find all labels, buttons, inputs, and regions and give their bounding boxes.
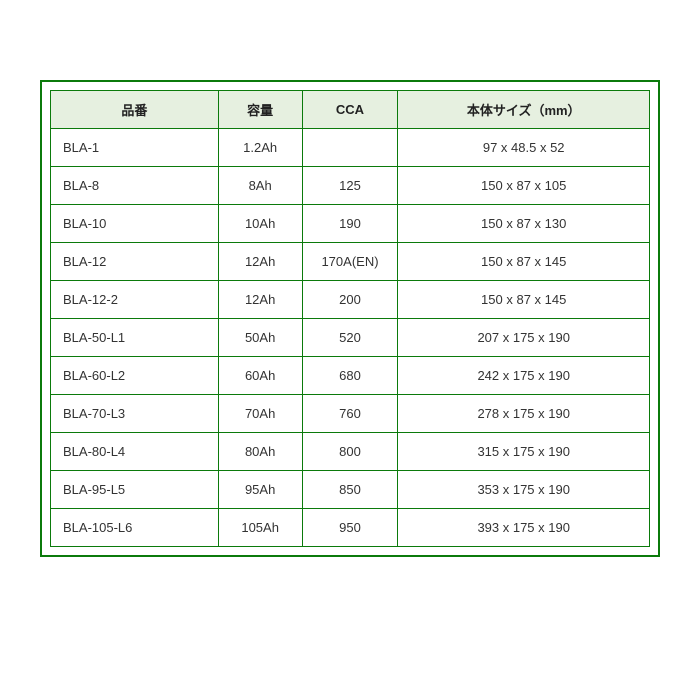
cell-model: BLA-70-L3 <box>51 395 219 433</box>
cell-capacity: 50Ah <box>218 319 302 357</box>
cell-cca: 850 <box>302 471 398 509</box>
col-header-capacity: 容量 <box>218 91 302 129</box>
col-header-model: 品番 <box>51 91 219 129</box>
cell-model: BLA-8 <box>51 167 219 205</box>
cell-capacity: 70Ah <box>218 395 302 433</box>
cell-model: BLA-50-L1 <box>51 319 219 357</box>
table-row: BLA-105-L6 105Ah 950 393 x 175 x 190 <box>51 509 650 547</box>
cell-size: 353 x 175 x 190 <box>398 471 650 509</box>
cell-cca <box>302 129 398 167</box>
cell-model: BLA-60-L2 <box>51 357 219 395</box>
cell-cca: 200 <box>302 281 398 319</box>
cell-model: BLA-105-L6 <box>51 509 219 547</box>
table-row: BLA-12-2 12Ah 200 150 x 87 x 145 <box>51 281 650 319</box>
cell-capacity: 1.2Ah <box>218 129 302 167</box>
table-row: BLA-1 1.2Ah 97 x 48.5 x 52 <box>51 129 650 167</box>
cell-size: 97 x 48.5 x 52 <box>398 129 650 167</box>
cell-capacity: 10Ah <box>218 205 302 243</box>
cell-cca: 760 <box>302 395 398 433</box>
battery-spec-table-wrapper: 品番 容量 CCA 本体サイズ（mm） BLA-1 1.2Ah 97 x 48.… <box>40 80 660 557</box>
cell-cca: 190 <box>302 205 398 243</box>
cell-cca: 800 <box>302 433 398 471</box>
col-header-size: 本体サイズ（mm） <box>398 91 650 129</box>
cell-model: BLA-12 <box>51 243 219 281</box>
cell-capacity: 105Ah <box>218 509 302 547</box>
cell-cca: 170A(EN) <box>302 243 398 281</box>
table-row: BLA-95-L5 95Ah 850 353 x 175 x 190 <box>51 471 650 509</box>
table-row: BLA-50-L1 50Ah 520 207 x 175 x 190 <box>51 319 650 357</box>
cell-cca: 680 <box>302 357 398 395</box>
cell-capacity: 60Ah <box>218 357 302 395</box>
cell-capacity: 80Ah <box>218 433 302 471</box>
battery-spec-table: 品番 容量 CCA 本体サイズ（mm） BLA-1 1.2Ah 97 x 48.… <box>50 90 650 547</box>
cell-size: 150 x 87 x 130 <box>398 205 650 243</box>
cell-capacity: 8Ah <box>218 167 302 205</box>
cell-model: BLA-95-L5 <box>51 471 219 509</box>
cell-model: BLA-80-L4 <box>51 433 219 471</box>
table-row: BLA-70-L3 70Ah 760 278 x 175 x 190 <box>51 395 650 433</box>
table-row: BLA-60-L2 60Ah 680 242 x 175 x 190 <box>51 357 650 395</box>
cell-cca: 950 <box>302 509 398 547</box>
cell-model: BLA-12-2 <box>51 281 219 319</box>
table-row: BLA-8 8Ah 125 150 x 87 x 105 <box>51 167 650 205</box>
table-row: BLA-10 10Ah 190 150 x 87 x 130 <box>51 205 650 243</box>
cell-cca: 125 <box>302 167 398 205</box>
cell-size: 278 x 175 x 190 <box>398 395 650 433</box>
col-header-cca: CCA <box>302 91 398 129</box>
cell-capacity: 95Ah <box>218 471 302 509</box>
cell-size: 207 x 175 x 190 <box>398 319 650 357</box>
table-header-row: 品番 容量 CCA 本体サイズ（mm） <box>51 91 650 129</box>
cell-model: BLA-1 <box>51 129 219 167</box>
table-row: BLA-12 12Ah 170A(EN) 150 x 87 x 145 <box>51 243 650 281</box>
cell-size: 393 x 175 x 190 <box>398 509 650 547</box>
cell-size: 242 x 175 x 190 <box>398 357 650 395</box>
cell-size: 150 x 87 x 145 <box>398 243 650 281</box>
table-body: BLA-1 1.2Ah 97 x 48.5 x 52 BLA-8 8Ah 125… <box>51 129 650 547</box>
cell-size: 150 x 87 x 105 <box>398 167 650 205</box>
cell-cca: 520 <box>302 319 398 357</box>
cell-capacity: 12Ah <box>218 243 302 281</box>
cell-size: 315 x 175 x 190 <box>398 433 650 471</box>
cell-capacity: 12Ah <box>218 281 302 319</box>
cell-size: 150 x 87 x 145 <box>398 281 650 319</box>
cell-model: BLA-10 <box>51 205 219 243</box>
table-row: BLA-80-L4 80Ah 800 315 x 175 x 190 <box>51 433 650 471</box>
